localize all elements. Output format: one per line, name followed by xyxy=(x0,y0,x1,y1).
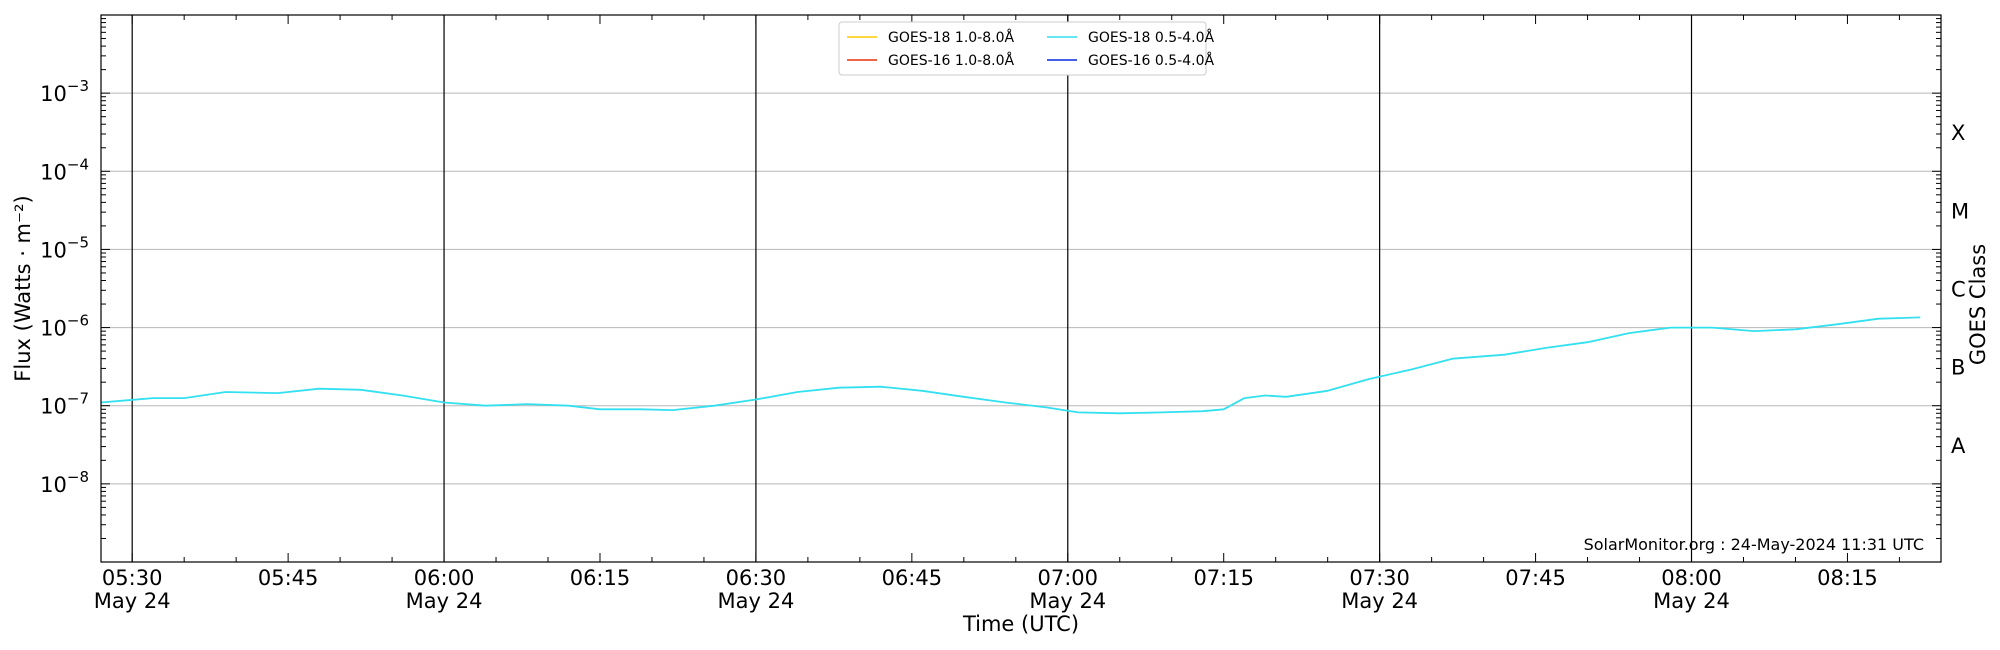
x-tick-date-label: May 24 xyxy=(406,589,483,613)
legend-label: GOES-18 1.0-8.0Å xyxy=(888,29,1014,46)
y-tick-label: 10−5 xyxy=(40,233,89,262)
x-tick-label: 05:30 xyxy=(102,566,163,590)
x-tick-label: 07:30 xyxy=(1349,566,1410,590)
credit-label: SolarMonitor.org : 24-May-2024 11:31 UTC xyxy=(1584,535,1924,554)
goes-class-label: M xyxy=(1951,199,1969,223)
x-tick-date-label: May 24 xyxy=(718,589,795,613)
x-tick-label: 06:45 xyxy=(882,566,943,590)
y-tick-label: 10−4 xyxy=(40,155,89,184)
x-tick-label: 05:45 xyxy=(258,566,319,590)
y-tick-label: 10−8 xyxy=(40,468,89,497)
x-tick-date-label: May 24 xyxy=(1653,589,1730,613)
x-tick-label: 07:45 xyxy=(1505,566,1566,590)
goes-class-label: X xyxy=(1951,121,1965,145)
legend-label: GOES-16 1.0-8.0Å xyxy=(888,52,1014,69)
goes-class-label: A xyxy=(1951,434,1966,458)
series-line-1 xyxy=(100,316,1921,415)
y-tick-label: 10−6 xyxy=(40,312,89,341)
x-tick-label: 08:00 xyxy=(1661,566,1722,590)
x-tick-date-label: May 24 xyxy=(1341,589,1418,613)
y-axis-title: Flux (Watts · m⁻²) xyxy=(11,195,35,381)
plot-frame xyxy=(100,14,1942,563)
x-tick-label: 07:15 xyxy=(1193,566,1254,590)
grid-layer xyxy=(101,15,1941,562)
x-tick-label: 06:15 xyxy=(570,566,631,590)
legend-box xyxy=(838,21,1207,76)
x-tick-label: 06:00 xyxy=(414,566,475,590)
goes-class-label: B xyxy=(1951,356,1965,380)
x-axis-title: Time (UTC) xyxy=(962,612,1079,636)
goes-class-label: C xyxy=(1951,278,1966,302)
series-layer xyxy=(100,316,1921,415)
x-tick-label: 06:30 xyxy=(726,566,787,590)
legend-label: GOES-16 0.5-4.0Å xyxy=(1088,52,1214,69)
x-tick-date-label: May 24 xyxy=(1029,589,1106,613)
legend-items: GOES-18 1.0-8.0Å GOES-18 0.5-4.0Å GOES-16 … xyxy=(847,29,1214,69)
x-tick-label: 07:00 xyxy=(1038,566,1099,590)
legend-label: GOES-18 0.5-4.0Å xyxy=(1088,29,1214,46)
y-tick-label: 10−7 xyxy=(40,390,89,419)
x-tick-label: 08:15 xyxy=(1817,566,1878,590)
legend: GOES-18 1.0-8.0Å GOES-18 0.5-4.0Å GOES-16 … xyxy=(838,21,1214,76)
y-tick-label: 10−3 xyxy=(40,77,89,106)
x-tick-date-label: May 24 xyxy=(94,589,171,613)
goes-class-axis-title: GOES Class xyxy=(1966,244,1990,365)
